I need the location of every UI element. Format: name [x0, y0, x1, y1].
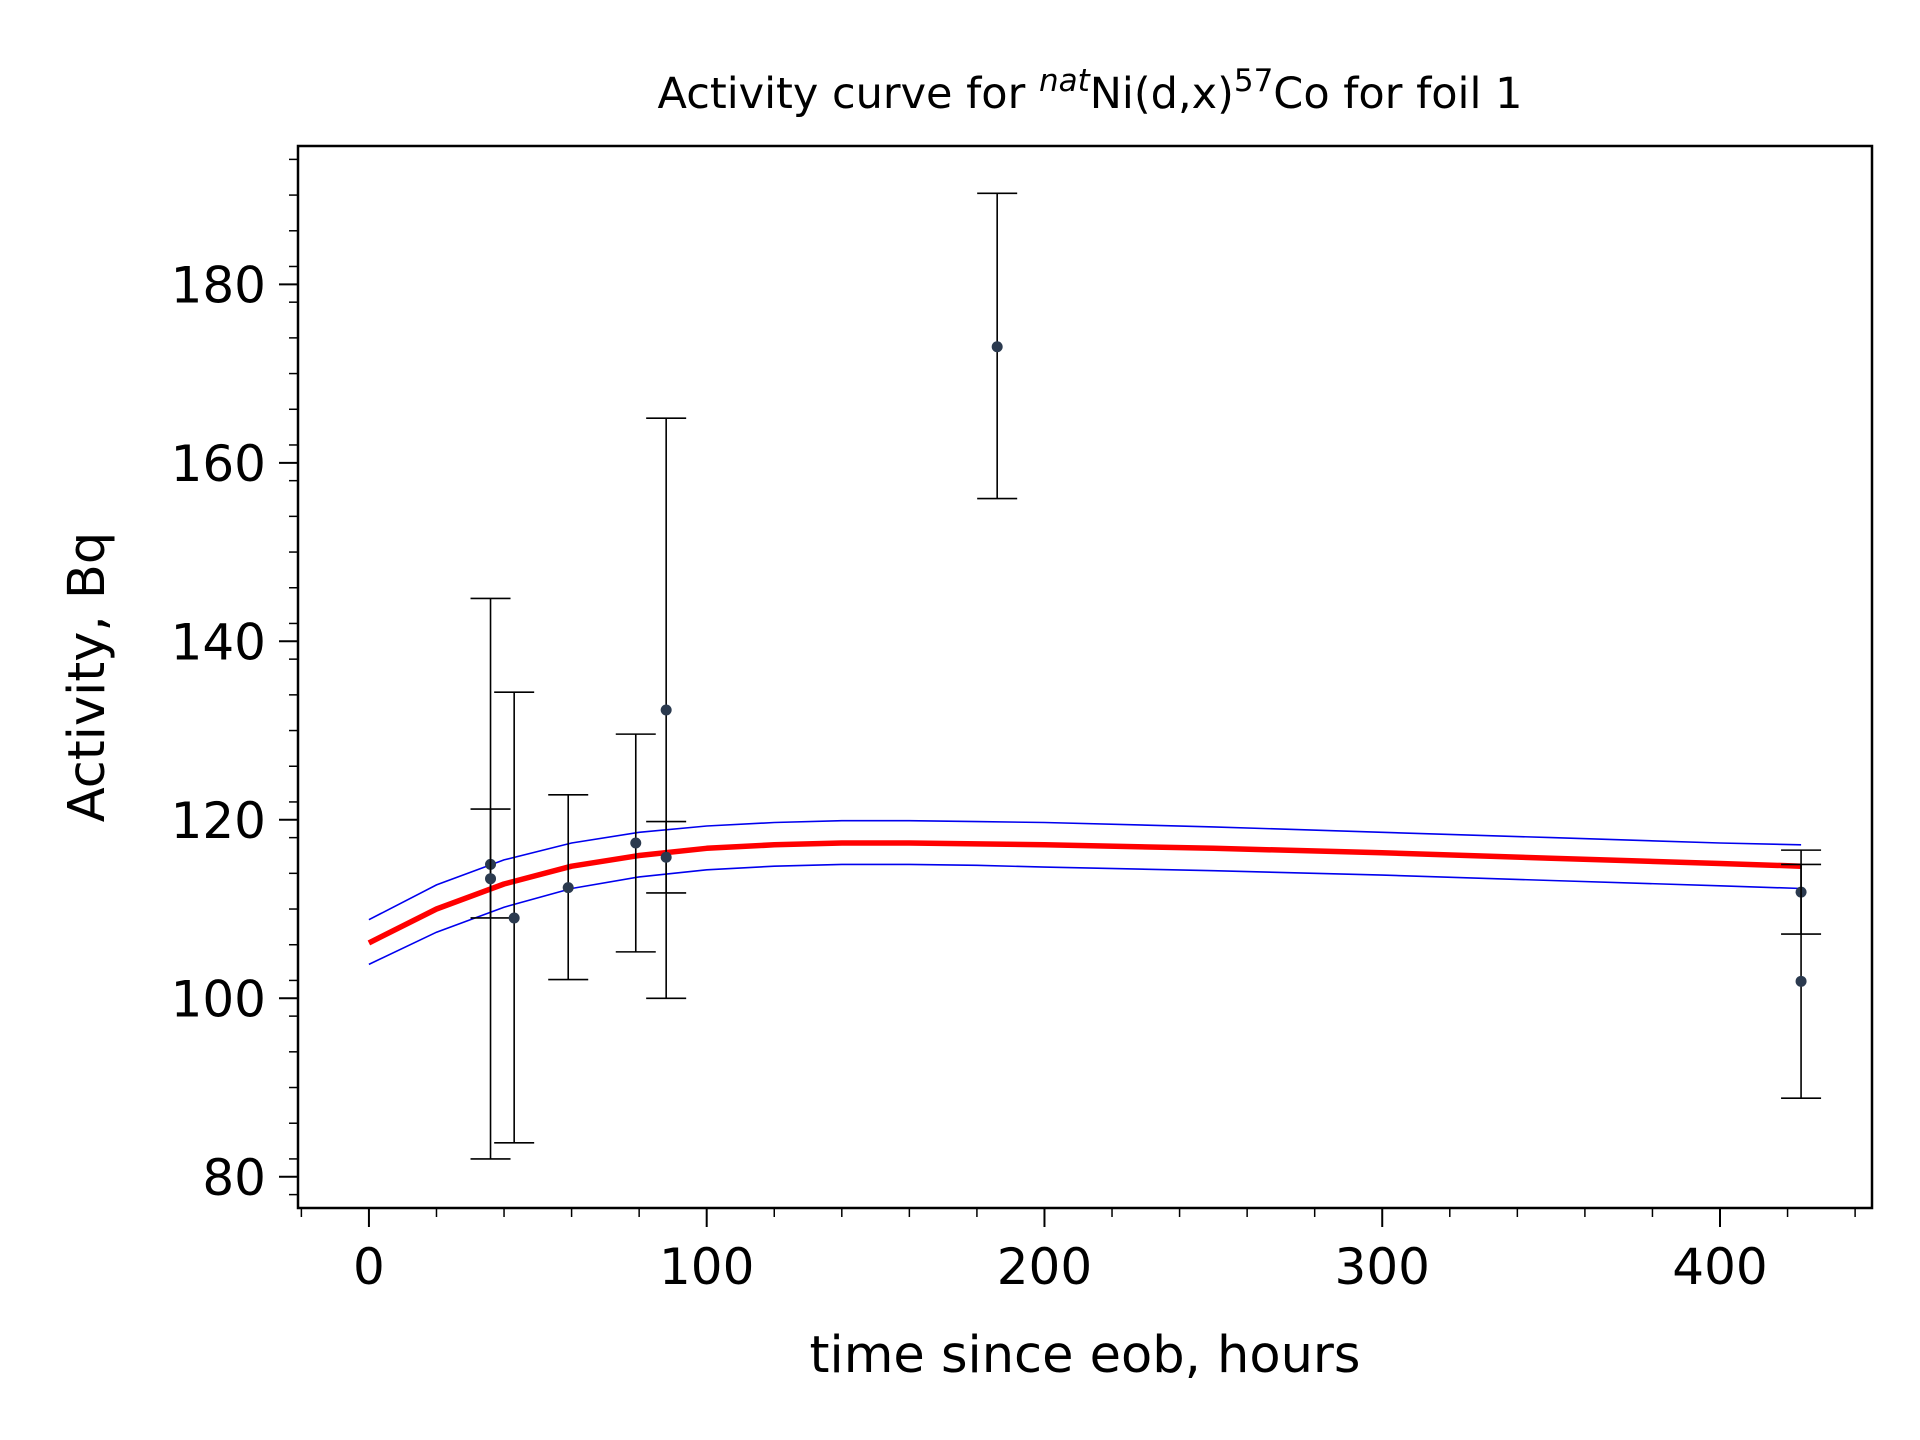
x-tick-label: 100 [659, 1238, 754, 1296]
y-tick-label: 120 [171, 792, 266, 850]
data-point [660, 704, 672, 716]
plot-area [367, 192, 1822, 1160]
plot-frame [296, 144, 1874, 1210]
confidence-band-upper-line [368, 819, 1802, 921]
x-tick-label: 200 [997, 1238, 1092, 1296]
data-point-group-7 [977, 192, 1018, 500]
axis-ticks: 0 100 200 300 400 80 100 120 140 160 180 [171, 158, 1856, 1296]
data-point-group-3 [548, 794, 589, 981]
x-tick-label: 300 [1335, 1238, 1430, 1296]
data-point [1795, 975, 1807, 987]
data-point-group-2 [494, 691, 535, 1144]
y-tick-label: 140 [171, 613, 266, 671]
y-tick-label: 180 [171, 256, 266, 314]
data-point-group-9 [1781, 863, 1822, 1100]
data-point [562, 882, 574, 894]
data-point-group-1 [470, 597, 511, 1160]
fit-curve-line [367, 840, 1802, 946]
confidence-band-lower-line [368, 863, 1802, 966]
x-axis-label: time since eob, hours [810, 1326, 1361, 1385]
data-point-group-5 [646, 417, 687, 1000]
data-point-group-6 [646, 820, 687, 894]
y-tick-label: 80 [202, 1149, 266, 1207]
y-tick-label: 100 [171, 970, 266, 1028]
data-point [991, 341, 1003, 353]
data-point [660, 851, 672, 863]
data-point [485, 873, 497, 885]
chart-title: Activity curve for natNi(d,x)57Co for fo… [658, 63, 1523, 119]
x-tick-label: 0 [353, 1238, 385, 1296]
data-point [508, 912, 520, 924]
data-point [630, 837, 642, 849]
y-axis-label: Activity, Bq [58, 532, 117, 823]
data-point-group-4 [615, 733, 656, 953]
x-tick-label: 400 [1672, 1238, 1767, 1296]
y-tick-label: 160 [171, 435, 266, 493]
